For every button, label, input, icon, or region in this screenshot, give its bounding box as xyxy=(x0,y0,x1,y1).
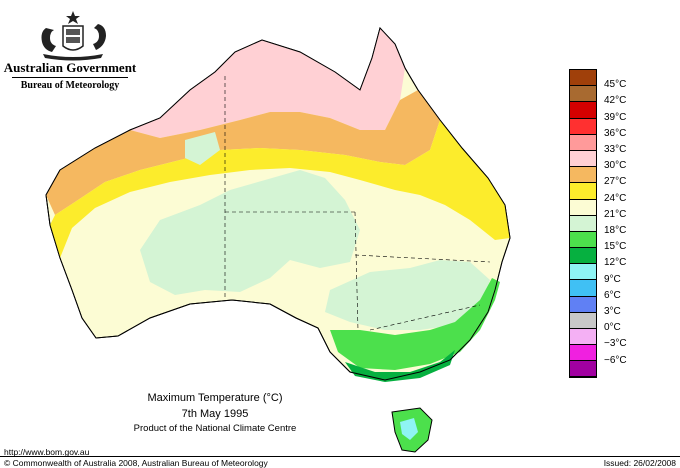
legend-swatch xyxy=(569,198,597,215)
footer-divider xyxy=(0,456,680,457)
footer-url-link[interactable]: http://www.bom.gov.au xyxy=(4,447,90,457)
legend-swatch xyxy=(569,230,597,248)
government-title: Australian Government xyxy=(3,60,137,75)
legend-label: 27°C xyxy=(604,176,627,188)
temperature-legend xyxy=(569,69,597,377)
legend-label: 45°C xyxy=(604,79,627,91)
legend-label: 42°C xyxy=(604,95,627,107)
legend-label: 33°C xyxy=(604,144,627,155)
bureau-title: Bureau of Meteorology xyxy=(20,80,120,91)
legend-swatch xyxy=(569,360,597,377)
legend-label: 9°C xyxy=(604,273,621,285)
legend-swatch xyxy=(569,214,597,231)
legend-label: 3°C xyxy=(604,306,621,317)
footer-issued-date: Issued: 26/02/2008 xyxy=(603,458,676,468)
footer-copyright: © Commonwealth of Australia 2008, Austra… xyxy=(4,458,268,468)
zone-18-21-south-east xyxy=(325,260,490,330)
legend-swatch xyxy=(569,133,597,150)
legend-label: 21°C xyxy=(604,208,627,220)
temperature-map xyxy=(45,27,511,453)
legend-label: 15°C xyxy=(604,241,627,253)
legend-swatch xyxy=(569,85,597,102)
legend-label: 12°C xyxy=(604,257,627,269)
state-borders xyxy=(224,76,491,331)
legend-swatch xyxy=(569,117,597,134)
tasmania-cold-zone xyxy=(400,418,418,440)
map-title: Maximum Temperature (°C) xyxy=(147,392,283,404)
legend-label: 39°C xyxy=(604,111,627,123)
zone-18-21-central xyxy=(140,170,360,295)
coat-of-arms-logo xyxy=(8,8,138,100)
legend-label: 24°C xyxy=(604,192,627,204)
legend-swatch xyxy=(569,69,597,86)
legend-label: −3°C xyxy=(604,338,627,350)
zone-30-33-north xyxy=(130,28,405,138)
australia-coastline xyxy=(45,27,511,381)
map-date: 7th May 1995 xyxy=(181,408,249,420)
legend-swatch xyxy=(569,328,597,345)
legend-label: 30°C xyxy=(604,160,627,172)
zone-24-27-band xyxy=(50,120,510,258)
legend-swatch xyxy=(569,295,597,312)
legend-swatch xyxy=(569,247,597,264)
header-divider xyxy=(12,77,128,78)
legend-swatch xyxy=(569,182,597,199)
legend-swatch xyxy=(569,263,597,280)
legend-swatch xyxy=(569,311,597,328)
zone-15-18-south xyxy=(330,278,500,370)
legend-swatch xyxy=(569,101,597,118)
zone-27-30-band xyxy=(46,90,440,215)
legend-label: 36°C xyxy=(604,127,627,139)
product-credit: Product of the National Climate Centre xyxy=(133,423,297,434)
legend-label: 6°C xyxy=(604,289,621,301)
legend-swatch xyxy=(569,279,597,296)
zone-12-15-coast xyxy=(345,350,455,382)
legend-swatch xyxy=(569,149,597,167)
legend-label: 0°C xyxy=(604,322,621,334)
legend-label: 18°C xyxy=(604,225,627,236)
legend-swatch xyxy=(569,344,597,361)
zone-18-21-north-west xyxy=(185,132,220,165)
legend-label: −6°C xyxy=(604,354,627,366)
legend-swatch xyxy=(569,166,597,183)
